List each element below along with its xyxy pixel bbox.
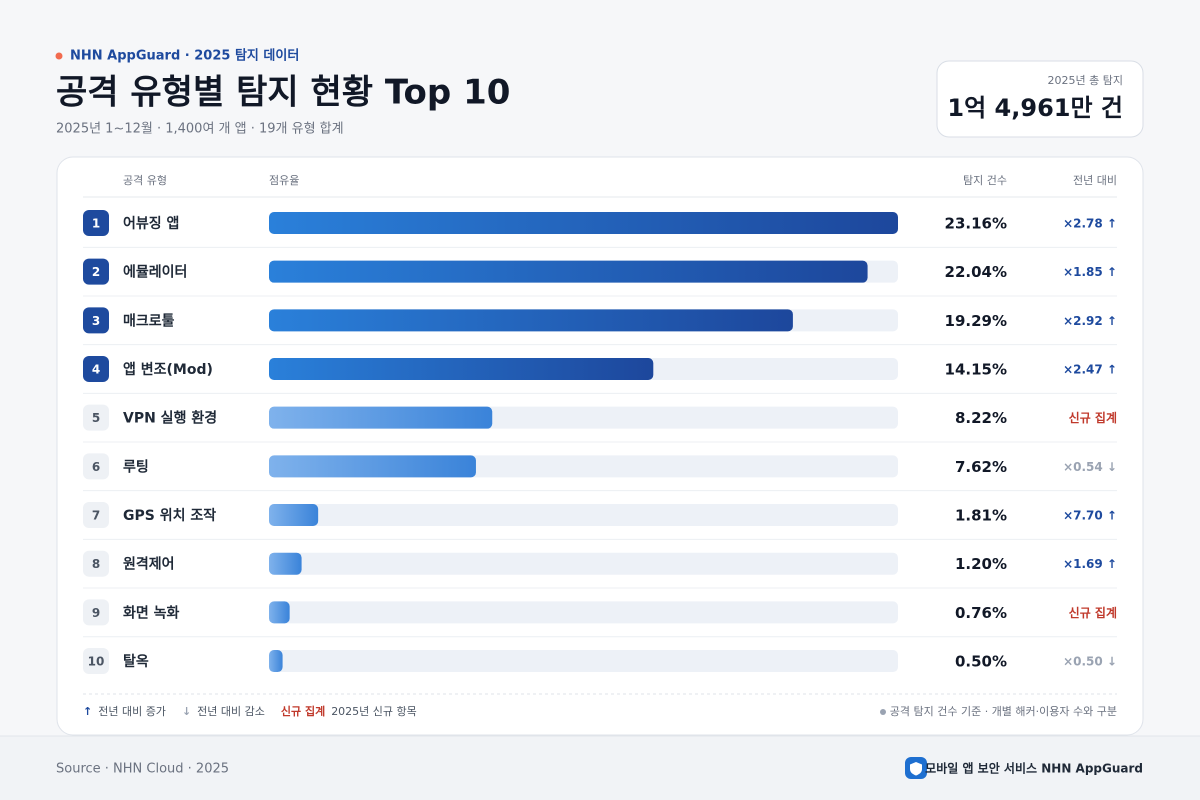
rank-badge <box>83 648 109 675</box>
rank-badge <box>83 599 109 626</box>
category-label: 화면 녹화 <box>123 604 180 621</box>
rank-badge <box>83 453 109 480</box>
bar <box>269 309 793 332</box>
legend-symbol: ↑ <box>83 705 92 718</box>
total-label: 2025년 총 탐지 <box>1048 74 1123 87</box>
bar <box>269 601 290 624</box>
column-header: 점유율 <box>269 174 299 187</box>
change-label: ×0.50 ↓ <box>1063 655 1117 669</box>
change-label: ×7.70 ↑ <box>1063 509 1117 523</box>
rank: 7 <box>92 509 100 523</box>
bar-track <box>269 650 898 673</box>
rank: 4 <box>92 363 100 377</box>
category-label: 원격제어 <box>123 556 175 573</box>
legend-symbol: ↓ <box>182 705 191 718</box>
change-label: ×1.69 ↑ <box>1063 557 1117 571</box>
bar-track <box>269 552 898 575</box>
bar <box>269 552 302 575</box>
bar <box>269 504 319 527</box>
column-header: 탐지 건수 <box>963 174 1007 187</box>
legend-symbol: 신규 집계 <box>281 704 325 718</box>
value-label: 0.76% <box>955 604 1007 622</box>
brand-dot <box>55 52 63 60</box>
rank: 8 <box>92 557 100 571</box>
bar <box>269 406 493 429</box>
note-dot <box>880 709 886 715</box>
value-label: 23.16% <box>945 215 1007 233</box>
change-label: 신규 집계 <box>1069 605 1117 620</box>
subtitle: 2025년 1~12월 · 1,400여 개 앱 · 19개 유형 합계 <box>56 122 344 137</box>
rank-badge <box>83 550 109 577</box>
bar-track <box>269 601 898 624</box>
column-header: 전년 대비 <box>1073 174 1117 187</box>
rank-badge <box>83 502 109 529</box>
category-label: VPN 실행 환경 <box>123 410 217 427</box>
rank-badge <box>83 258 109 285</box>
category-label: 탈옥 <box>123 654 149 670</box>
rank: 2 <box>92 265 100 279</box>
value-label: 19.29% <box>945 312 1007 330</box>
rank: 5 <box>92 411 100 425</box>
bar-track <box>269 504 898 527</box>
change-label: ×2.47 ↑ <box>1063 363 1117 377</box>
category-label: 어뷰징 앱 <box>123 215 179 232</box>
change-label: 신규 집계 <box>1069 410 1117 425</box>
change-label: ×2.92 ↑ <box>1063 314 1117 328</box>
footer <box>0 736 1200 800</box>
brand: NHN AppGuard · 2025 탐지 데이터 <box>70 48 299 64</box>
change-label: ×1.85 ↑ <box>1063 265 1117 279</box>
bar <box>269 358 654 381</box>
rank-badge <box>83 404 109 431</box>
shield-icon <box>910 762 922 776</box>
rank: 6 <box>92 460 100 474</box>
value-label: 14.15% <box>945 361 1007 379</box>
value-label: 1.20% <box>955 555 1007 573</box>
card <box>56 156 1144 736</box>
change-label: ×2.78 ↑ <box>1063 217 1117 231</box>
change-label: ×0.54 ↓ <box>1063 460 1117 474</box>
column-header: 공격 유형 <box>123 174 167 187</box>
legend-label: 2025년 신규 항목 <box>331 705 417 718</box>
chart-title: 공격 유형별 탐지 현황 Top 10 <box>56 73 510 113</box>
rank-badge <box>83 210 109 236</box>
category-label: 루팅 <box>123 458 149 475</box>
bar <box>269 650 283 673</box>
rank-badge <box>83 356 109 383</box>
category-label: 매크로툴 <box>123 312 175 329</box>
legend-label: 전년 대비 증가 <box>98 705 166 718</box>
note: 공격 탐지 건수 기준 · 개별 해커·이용자 수와 구분 <box>890 704 1117 718</box>
total-value: 1억 4,961만 건 <box>947 94 1123 122</box>
rank-badge <box>83 307 109 334</box>
value-label: 0.50% <box>955 653 1007 671</box>
value-label: 22.04% <box>945 263 1007 281</box>
source: Source · NHN Cloud · 2025 <box>56 762 229 777</box>
rank: 10 <box>88 655 105 669</box>
legend-label: 전년 대비 감소 <box>197 705 265 718</box>
category-label: GPS 위치 조작 <box>123 507 216 524</box>
rank: 1 <box>92 217 100 231</box>
category-label: 앱 변조(Mod) <box>123 362 213 378</box>
bar <box>269 260 868 283</box>
rank: 9 <box>92 606 100 620</box>
value-label: 7.62% <box>955 458 1007 476</box>
category-label: 에뮬레이터 <box>123 264 187 281</box>
value-label: 1.81% <box>955 507 1007 525</box>
total-box <box>936 60 1144 138</box>
rank: 3 <box>92 314 100 328</box>
bar <box>269 212 898 234</box>
footer-brand: 모바일 앱 보안 서비스 NHN AppGuard <box>925 761 1143 776</box>
bar <box>269 455 476 478</box>
value-label: 8.22% <box>955 409 1007 427</box>
